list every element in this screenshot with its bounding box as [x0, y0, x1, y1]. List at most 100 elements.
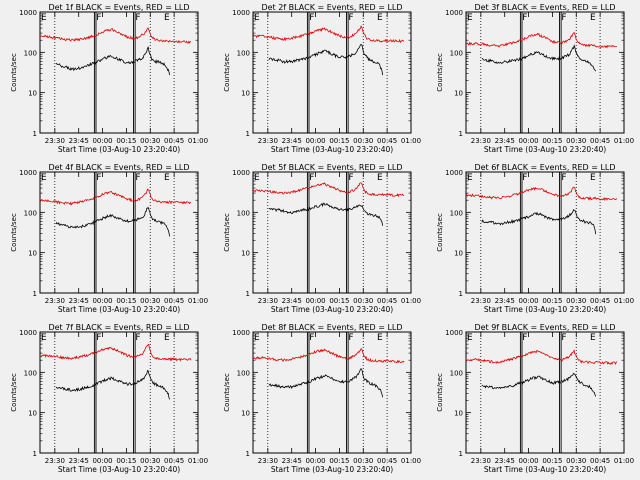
y-tick-label: 1000 — [232, 169, 250, 177]
y-tick-label: 1 — [33, 130, 37, 138]
interval-marker-e: E — [164, 333, 170, 343]
x-axis-label: Start Time (03-Aug-10 23:20:40) — [58, 465, 180, 474]
interval-marker-f: F — [348, 333, 353, 343]
y-tick-label: 100 — [24, 209, 37, 217]
x-tick-label: 00:45 — [590, 137, 610, 145]
panel-title: Det 4f BLACK = Events, RED = LLD — [48, 163, 189, 172]
plot-frame — [39, 171, 199, 294]
y-axis-label: Counts/sec — [10, 213, 18, 252]
x-tick-label: 23:45 — [282, 137, 302, 145]
panel-title: Det 3f BLACK = Events, RED = LLD — [474, 3, 615, 12]
y-tick-label: 1000 — [19, 169, 37, 177]
interval-marker-f: F — [348, 173, 353, 183]
interval-marker-f: F — [135, 333, 140, 343]
series-events-line — [268, 202, 384, 226]
x-tick-label: 23:30 — [258, 457, 278, 465]
x-tick-label: 23:30 — [45, 457, 65, 465]
detector-panel-1: Det 1f BLACK = Events, RED = LLD 1 10 100 10… — [10, 3, 208, 154]
x-tick-label: 23:45 — [495, 457, 515, 465]
x-tick-label: 00:30 — [353, 457, 373, 465]
interval-marker-f: F — [96, 13, 101, 23]
interval-marker-f: F — [135, 173, 140, 183]
y-tick-label: 10 — [241, 250, 250, 258]
x-tick-label: 00:00 — [305, 137, 325, 145]
interval-marker-e: E — [164, 13, 170, 23]
interval-marker-e: E — [254, 13, 260, 23]
x-tick-label: 23:30 — [471, 137, 491, 145]
x-tick-label: 00:15 — [542, 137, 562, 145]
x-tick-label: 23:45 — [282, 297, 302, 305]
series-events-line — [481, 372, 597, 397]
series-lld-line — [252, 348, 405, 364]
detector-panel-5: Det 5f BLACK = Events, RED = LLD 1 10 100 10… — [223, 163, 421, 314]
x-tick-label: 00:00 — [518, 457, 538, 465]
panel-title: Det 1f BLACK = Events, RED = LLD — [48, 3, 189, 12]
x-tick-label: 00:30 — [566, 457, 586, 465]
series-lld-line — [465, 349, 618, 366]
x-axis-label: Start Time (03-Aug-10 23:20:40) — [271, 145, 393, 154]
interval-marker-f: F — [348, 13, 353, 23]
y-axis-label: Counts/sec — [223, 53, 231, 92]
x-tick-label: 00:45 — [377, 457, 397, 465]
x-tick-label: 01:00 — [614, 457, 634, 465]
y-tick-label: 1000 — [19, 329, 37, 337]
y-tick-label: 1 — [459, 290, 463, 298]
y-tick-label: 100 — [24, 49, 37, 57]
y-tick-label: 100 — [450, 49, 463, 57]
x-tick-label: 23:45 — [282, 457, 302, 465]
plot-frame — [39, 331, 199, 454]
x-tick-label: 01:00 — [401, 297, 421, 305]
x-tick-label: 00:00 — [92, 297, 112, 305]
interval-marker-f: F — [522, 173, 527, 183]
x-tick-label: 00:30 — [566, 297, 586, 305]
x-tick-label: 00:00 — [518, 137, 538, 145]
plot-frame — [252, 331, 412, 454]
interval-marker-e: E — [590, 13, 596, 23]
x-tick-label: 01:00 — [614, 137, 634, 145]
series-lld-line — [39, 343, 192, 362]
series-lld-line — [39, 188, 192, 206]
y-tick-label: 10 — [28, 250, 37, 258]
interval-marker-f: F — [309, 333, 314, 343]
series-lld-line — [40, 27, 192, 44]
x-tick-label: 00:15 — [542, 297, 562, 305]
series-events-line — [481, 44, 597, 72]
y-tick-label: 1000 — [445, 169, 463, 177]
plot-frame — [252, 11, 412, 134]
x-axis-label: Start Time (03-Aug-10 23:20:40) — [484, 145, 606, 154]
y-tick-label: 1000 — [445, 329, 463, 337]
interval-marker-e: E — [467, 333, 473, 343]
y-tick-label: 10 — [28, 90, 37, 98]
panel-title: Det 8f BLACK = Events, RED = LLD — [261, 323, 402, 332]
y-tick-label: 100 — [24, 369, 37, 377]
y-axis-label: Counts/sec — [10, 373, 18, 412]
x-tick-label: 00:45 — [590, 297, 610, 305]
interval-marker-e: E — [41, 333, 47, 343]
y-axis-label: Counts/sec — [436, 373, 444, 412]
x-tick-label: 23:45 — [69, 457, 89, 465]
x-tick-label: 01:00 — [401, 137, 421, 145]
series-events-line — [268, 368, 384, 398]
y-tick-label: 100 — [237, 49, 250, 57]
x-tick-label: 00:30 — [566, 137, 586, 145]
plot-frame — [465, 331, 625, 454]
interval-marker-e: E — [377, 13, 383, 23]
interval-marker-f: F — [522, 333, 527, 343]
y-axis-label: Counts/sec — [10, 53, 18, 92]
x-tick-label: 00:15 — [329, 297, 349, 305]
x-axis-label: Start Time (03-Aug-10 23:20:40) — [58, 305, 180, 314]
x-tick-label: 00:00 — [518, 297, 538, 305]
y-tick-label: 10 — [241, 410, 250, 418]
x-tick-label: 23:30 — [258, 297, 278, 305]
y-tick-label: 1000 — [445, 9, 463, 17]
x-tick-label: 00:30 — [353, 297, 373, 305]
interval-marker-f: F — [561, 173, 566, 183]
plot-frame — [465, 171, 625, 294]
x-tick-label: 00:45 — [164, 457, 184, 465]
interval-marker-f: F — [561, 13, 566, 23]
x-tick-label: 00:45 — [164, 137, 184, 145]
x-tick-label: 00:45 — [590, 457, 610, 465]
interval-marker-e: E — [254, 333, 260, 343]
x-tick-label: 23:30 — [258, 137, 278, 145]
